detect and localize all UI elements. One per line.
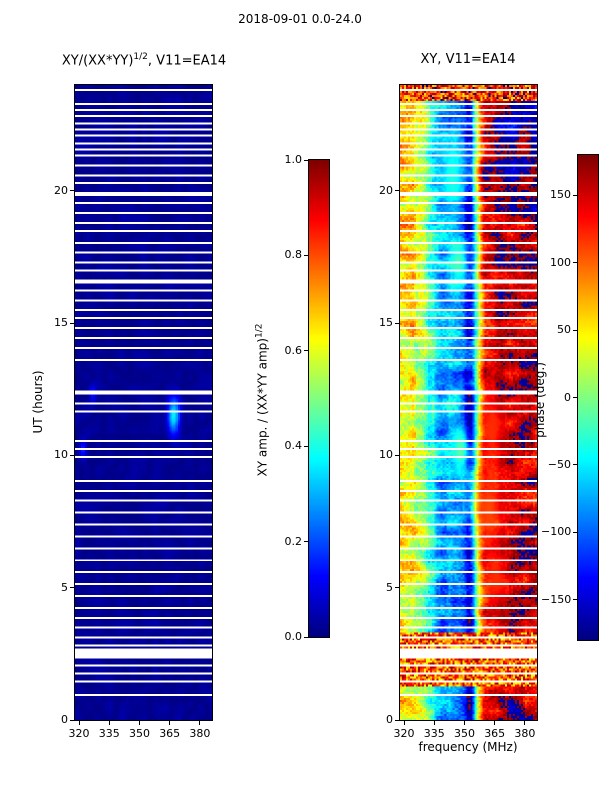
phase-cbar-tick-label: −150 <box>541 592 572 606</box>
phase-y-tick <box>395 190 399 192</box>
phase-cbar-tick-label: 150 <box>550 188 571 202</box>
amp-y-tick-label: 20 <box>54 183 68 197</box>
phase-y-tick-label: 0 <box>386 713 393 726</box>
phase-x-tick-label: 350 <box>453 727 475 740</box>
amp-y-tick <box>70 719 74 721</box>
phase-x-tick-label: 365 <box>484 727 506 740</box>
phase-cbar-tick <box>573 329 577 331</box>
phase-cbar-tick <box>573 194 577 196</box>
amp-y-tick-label: 15 <box>54 316 68 330</box>
amp-cbar-label-sup: 1/2 <box>254 323 265 339</box>
amp-cbar-tick-label: 0.6 <box>284 343 303 357</box>
phase-y-tick-label: 5 <box>386 580 393 594</box>
phase-cbar-tick-label: 50 <box>557 323 571 337</box>
amp-cbar-tick-label: 0.4 <box>284 439 303 453</box>
phase-x-tick <box>494 721 496 725</box>
phase-cbar-tick <box>573 464 577 466</box>
amp-cbar-tick-label: 0.0 <box>284 630 303 643</box>
amp-x-tick-label: 320 <box>68 727 90 740</box>
phase-cbar-tick <box>573 262 577 264</box>
phase-y-tick <box>395 587 399 589</box>
amp-ylabel: UT (hours) <box>31 370 45 434</box>
amp-cbar-tick-label: 0.8 <box>284 248 303 262</box>
phase-y-tick-label: 20 <box>379 183 393 197</box>
amp-cbar-tick <box>304 254 308 256</box>
amp-title-rest: , V11=EA14 <box>147 53 227 69</box>
amp-cbar-tick <box>304 445 308 447</box>
amp-x-tick-label: 335 <box>98 727 120 740</box>
amp-y-tick-label: 0 <box>61 713 68 726</box>
amp-cbar-tick-label: 0.2 <box>284 534 303 548</box>
amp-cbar-tick <box>304 541 308 543</box>
phase-heatmap <box>399 84 538 721</box>
phase-cbar-tick <box>573 599 577 601</box>
amp-y-tick-label: 5 <box>61 580 68 594</box>
amp-x-tick <box>169 721 171 725</box>
amp-x-tick <box>138 721 140 725</box>
amp-y-tick <box>70 454 74 456</box>
phase-y-tick <box>395 454 399 456</box>
phase-cbar-tick-label: 100 <box>550 255 571 269</box>
amp-cbar-label-base: XY amp. / (XX*YY amp) <box>255 338 270 477</box>
amp-y-tick-label: 10 <box>54 448 68 462</box>
amp-y-tick <box>70 587 74 589</box>
phase-cbar-tick-label: 0 <box>564 390 571 404</box>
amp-colorbar-label: XY amp. / (XX*YY amp)1/2 <box>255 324 270 477</box>
phase-x-tick <box>524 721 526 725</box>
phase-y-tick <box>395 719 399 721</box>
phase-cbar-tick <box>573 397 577 398</box>
phase-y-tick-label: 10 <box>379 448 393 462</box>
phase-cbar-tick <box>573 531 577 533</box>
figure-title: 2018-09-01 0.0-24.0 <box>238 12 362 26</box>
amp-y-tick <box>70 322 74 324</box>
phase-x-tick <box>433 721 435 725</box>
phase-panel-title: XY, V11=EA14 <box>420 52 516 67</box>
amp-x-tick <box>78 721 80 725</box>
phase-colorbar <box>577 154 599 641</box>
amp-y-tick <box>70 190 74 192</box>
phase-y-tick-label: 15 <box>379 316 393 330</box>
amp-x-tick <box>199 721 201 725</box>
amp-x-tick <box>108 721 110 725</box>
phase-x-tick <box>403 721 405 725</box>
phase-x-tick-label: 335 <box>423 727 445 740</box>
phase-x-tick <box>463 721 465 725</box>
amp-title-sup: 1/2 <box>133 52 148 62</box>
phase-x-tick-label: 320 <box>393 727 415 740</box>
amp-cbar-tick <box>304 159 308 161</box>
phase-cbar-tick-label: −50 <box>547 457 571 471</box>
amp-cbar-tick <box>304 350 308 352</box>
amp-panel-title: XY/(XX*YY)1/2, V11=EA14 <box>62 52 226 68</box>
phase-cbar-tick-label: −100 <box>541 525 572 539</box>
amp-heatmap <box>74 84 213 721</box>
phase-y-tick <box>395 322 399 324</box>
phase-x-tick-label: 380 <box>514 727 536 740</box>
amp-cbar-tick-label: 1.0 <box>284 153 303 166</box>
phase-xlabel: frequency (MHz) <box>418 740 518 754</box>
amp-title-base: XY/(XX*YY) <box>61 53 134 69</box>
amp-colorbar <box>308 159 330 638</box>
amp-x-tick-label: 350 <box>128 727 150 740</box>
amp-cbar-tick <box>304 636 308 638</box>
amp-x-tick-label: 380 <box>189 727 211 740</box>
amp-x-tick-label: 365 <box>159 727 181 740</box>
